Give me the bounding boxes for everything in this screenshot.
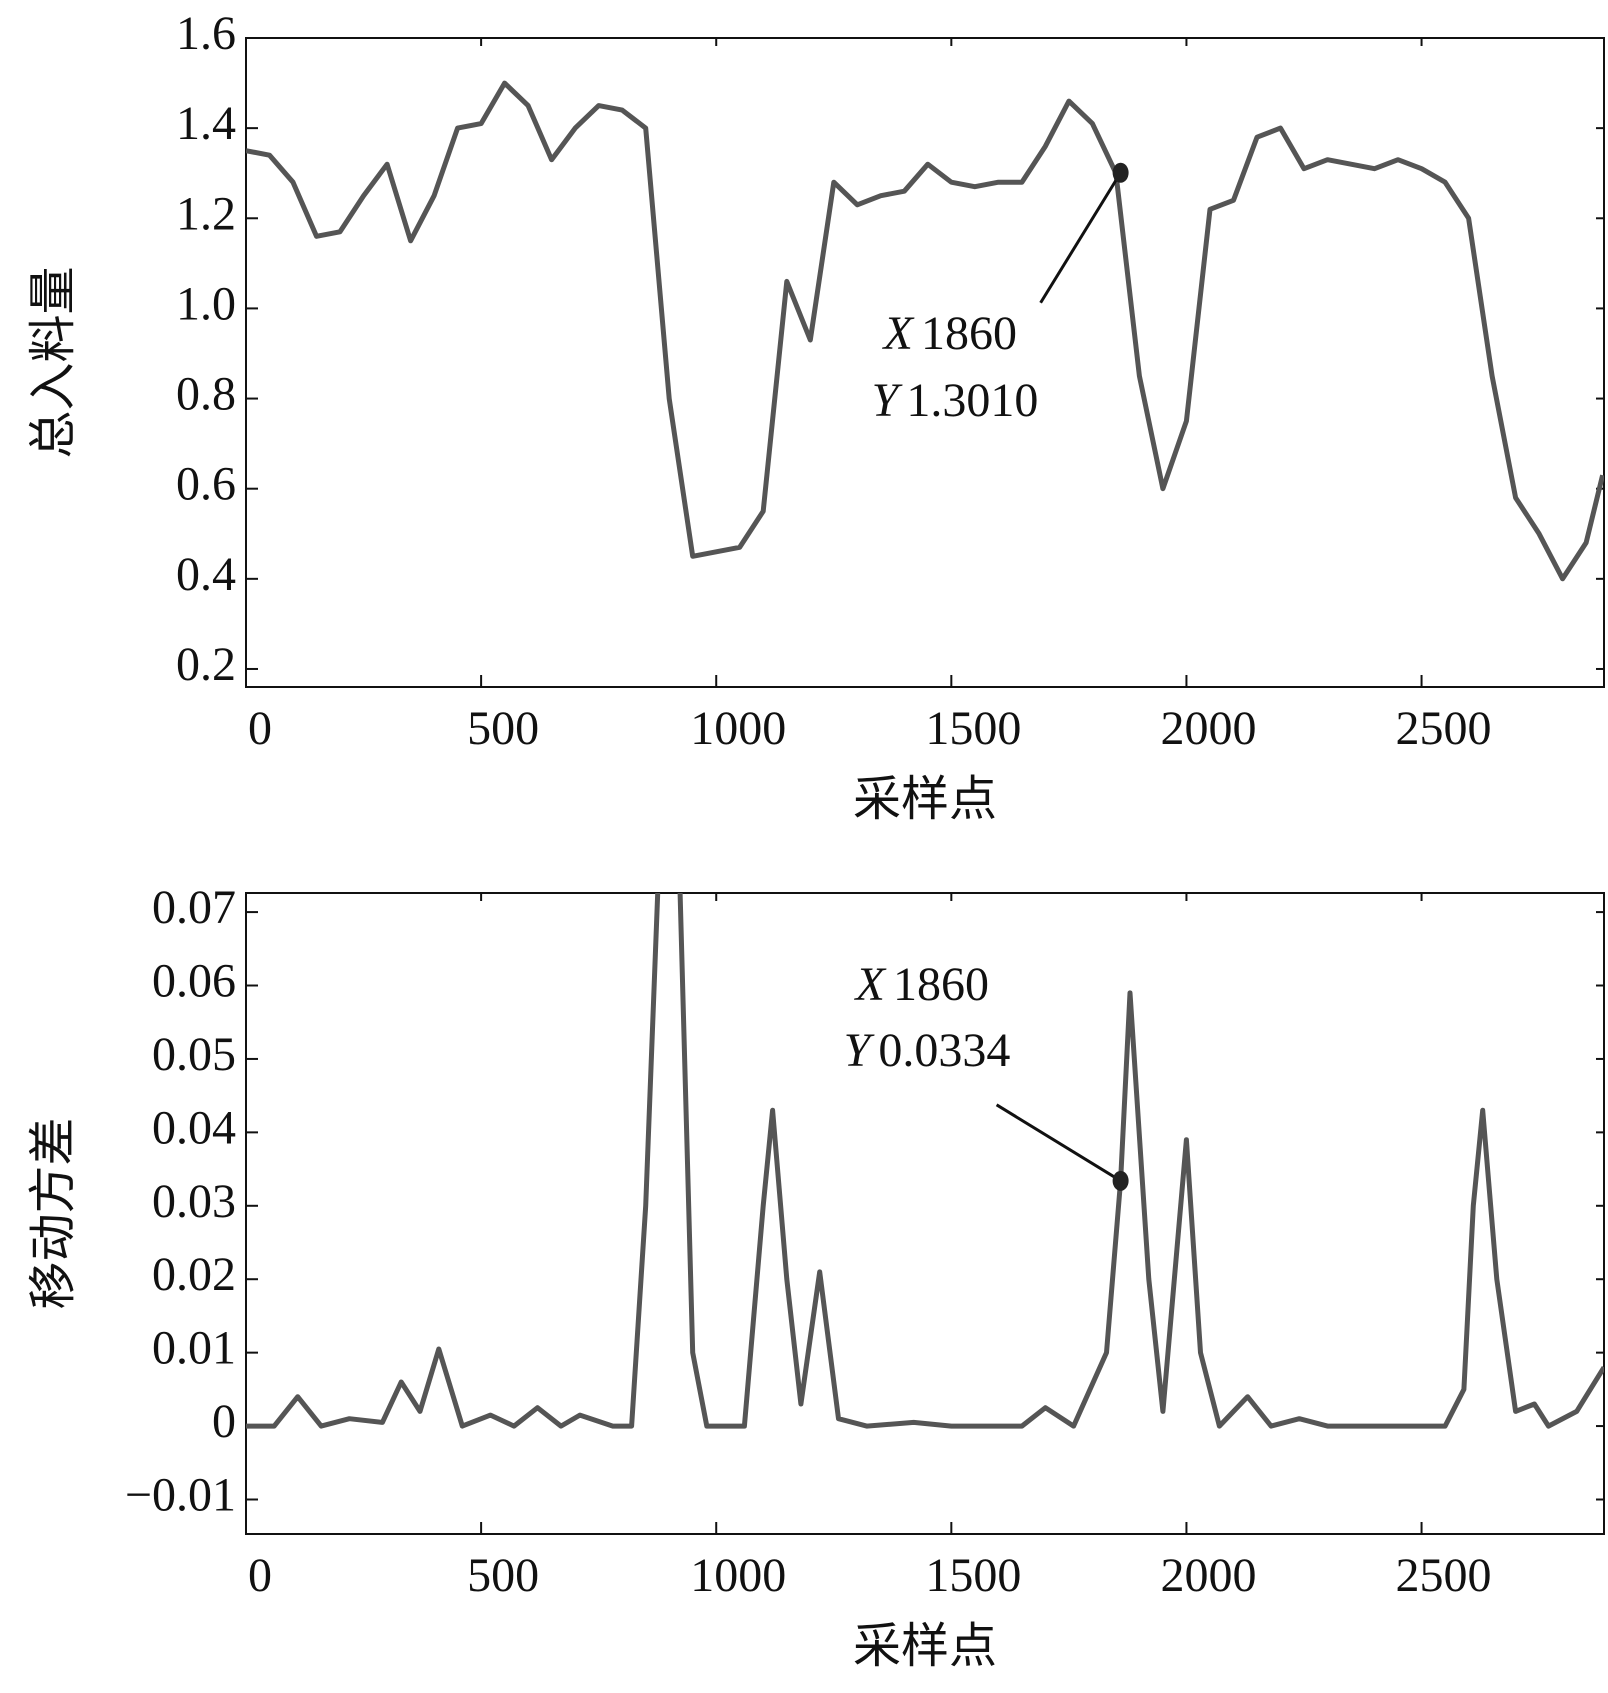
y-tick-label: 1.0	[176, 277, 236, 330]
x-tick-label: 1000	[690, 702, 786, 755]
x-tick-label: 1500	[925, 702, 1021, 755]
annotation-leader	[995, 1103, 1122, 1183]
y-tick-label: 0.03	[152, 1175, 236, 1228]
annotation-marker	[1112, 1170, 1129, 1191]
y-tick-label: 0.4	[176, 548, 236, 601]
x-tick-label: 1000	[690, 1549, 786, 1602]
y-tick-label: 1.6	[176, 7, 236, 60]
y-tick-label: 0.6	[176, 458, 236, 511]
y-tick-label: 0.05	[152, 1028, 236, 1081]
x-tick-label: 0	[248, 1549, 272, 1602]
annotation-y-name: Y	[872, 374, 903, 427]
y-tick-label: 1.4	[176, 97, 236, 150]
data-line	[246, 80, 1604, 582]
annotation-x: X 1860	[882, 307, 1017, 360]
annotation-x-name: X	[882, 307, 915, 360]
y-tick-label: 0.01	[152, 1322, 236, 1375]
y-tick-label: 0.06	[152, 955, 236, 1008]
x-axis-title: 采样点	[853, 773, 997, 826]
y-tick-label: 0	[212, 1395, 236, 1448]
annotation-y-name: Y	[844, 1024, 875, 1077]
y-axis-title: 移动方差	[27, 1117, 80, 1309]
annotation-x-value: 1860	[893, 958, 989, 1011]
annotation-leader	[1039, 171, 1122, 304]
plot-frame	[245, 37, 1605, 688]
annotation-x-value: 1860	[921, 307, 1017, 360]
y-tick-label: 0.04	[152, 1101, 236, 1154]
y-tick-label: 0.8	[176, 368, 236, 421]
annotation-y-value: 1.3010	[906, 374, 1038, 427]
x-tick-label: 2500	[1396, 1549, 1492, 1602]
y-tick-label: 1.2	[176, 187, 236, 240]
annotation-x: X 1860	[854, 958, 989, 1011]
x-tick-label: 0	[248, 702, 272, 755]
x-tick-label: 1500	[925, 1549, 1021, 1602]
annotation-y-value: 0.0334	[878, 1024, 1010, 1077]
data-line	[246, 893, 1604, 1429]
y-tick-label: 0.07	[152, 881, 236, 934]
x-tick-label: 2500	[1396, 702, 1492, 755]
annotation-marker	[1112, 162, 1129, 183]
x-tick-label: 2000	[1160, 1549, 1256, 1602]
annotation-x-name: X	[854, 958, 887, 1011]
x-tick-label: 500	[467, 702, 539, 755]
annotation-y: Y 0.0334	[844, 1024, 1011, 1077]
x-axis-title: 采样点	[853, 1620, 997, 1673]
x-tick-label: 2000	[1160, 702, 1256, 755]
y-tick-label: −0.01	[125, 1469, 236, 1522]
y-tick-label: 0.2	[176, 638, 236, 691]
annotation-y: Y 1.3010	[872, 374, 1039, 427]
y-tick-label: 0.02	[152, 1248, 236, 1301]
y-axis-title: 总入料量	[27, 266, 80, 458]
x-tick-label: 500	[467, 1549, 539, 1602]
plot-frame	[245, 892, 1605, 1535]
